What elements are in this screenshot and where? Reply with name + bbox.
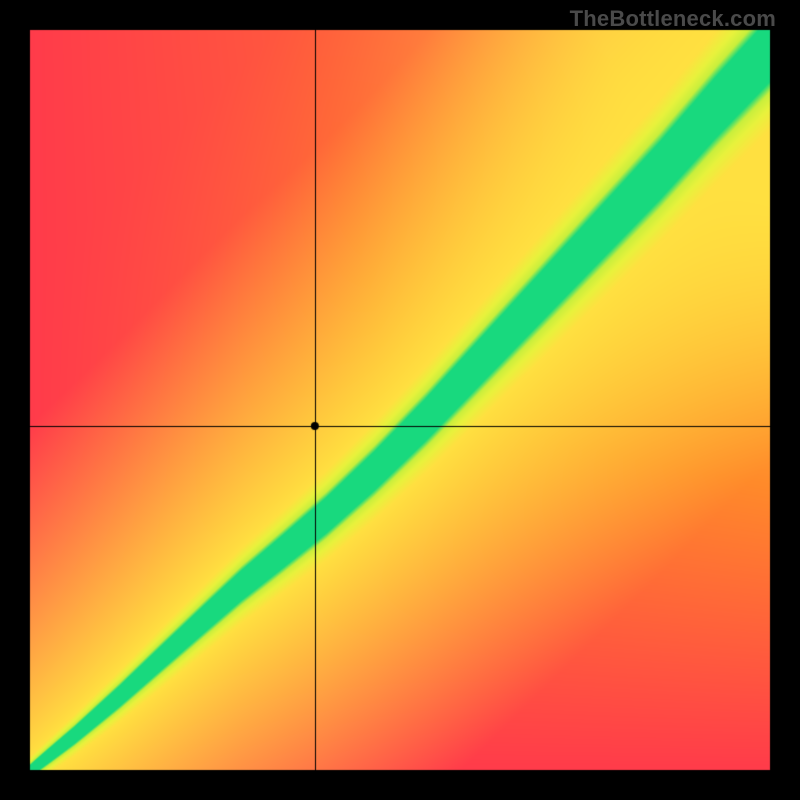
chart-container: { "watermark": { "text": "TheBottleneck.… — [0, 0, 800, 800]
bottleneck-heatmap — [0, 0, 800, 800]
watermark-text: TheBottleneck.com — [570, 6, 776, 32]
